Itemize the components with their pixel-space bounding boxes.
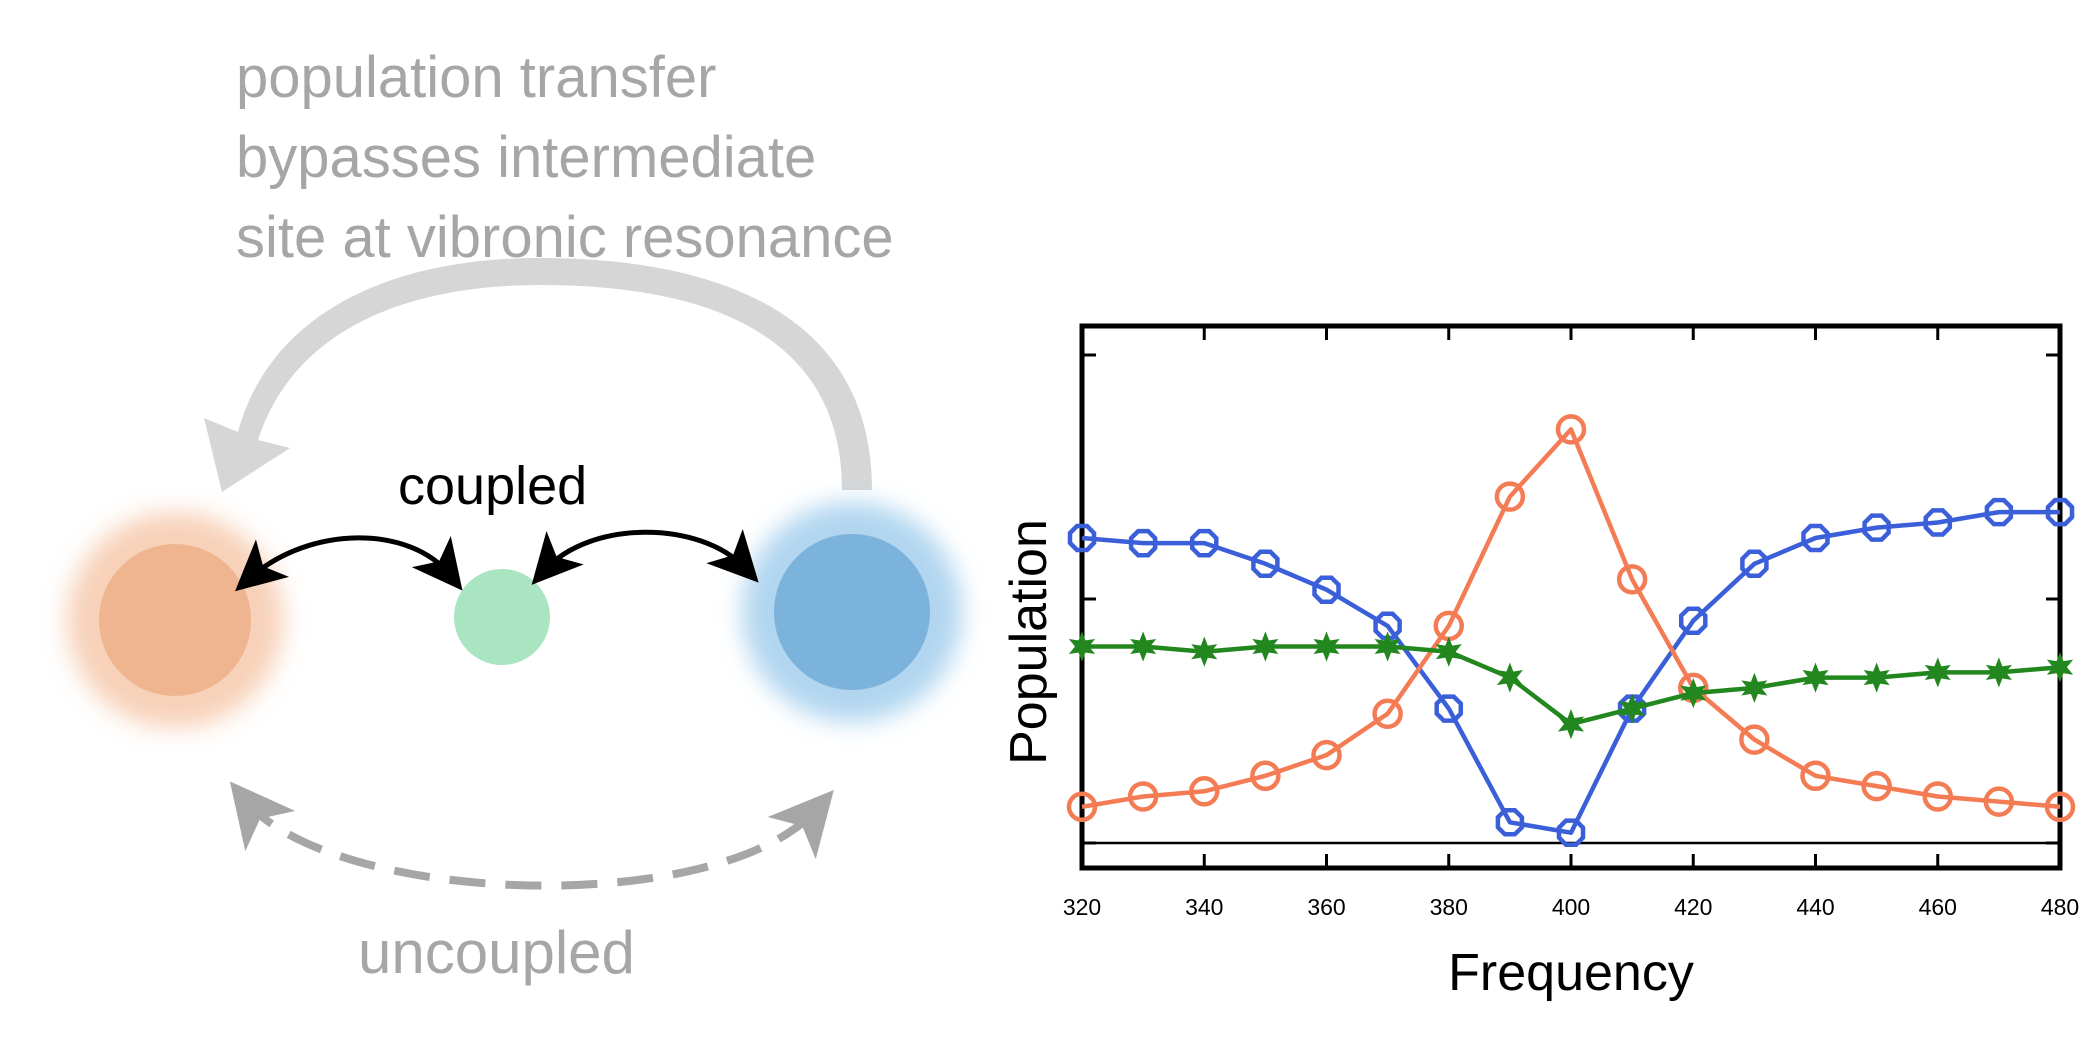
x-tick-label: 340	[1185, 894, 1223, 920]
x-tick-label: 420	[1674, 894, 1712, 920]
series-point	[1740, 549, 1769, 579]
coupled-label: coupled	[398, 456, 587, 516]
x-tick-label: 460	[1919, 894, 1957, 920]
series-point	[1680, 678, 1707, 709]
series-point	[1924, 657, 1951, 688]
series-point	[1250, 760, 1281, 792]
series-line	[1081, 427, 2061, 810]
series-line	[1081, 509, 2060, 835]
x-tick-label: 320	[1063, 894, 1101, 920]
series-point	[1556, 818, 1586, 847]
x-axis-label: Frequency	[1448, 944, 1694, 1002]
series-point	[1313, 631, 1340, 662]
x-tick-label: 480	[2041, 894, 2079, 920]
coupled-arrow-right	[531, 529, 759, 585]
series-2	[1068, 631, 2074, 740]
series-1	[1066, 414, 2076, 823]
series-point	[1495, 808, 1525, 837]
series-layer	[1066, 414, 2076, 847]
mechanism-diagram: population transfer bypasses intermediat…	[67, 45, 962, 986]
uncoupled-arrow	[229, 781, 834, 890]
series-point	[1863, 662, 1890, 693]
series-point	[1555, 414, 1587, 445]
series-point	[1252, 631, 1279, 662]
series-point	[2044, 791, 2076, 823]
population-chart: 320 340 360 380 400 420 440 460 480 Frequency Po…	[1000, 323, 2079, 1002]
series-point	[1311, 739, 1342, 771]
series-point	[1983, 786, 2015, 817]
caption-line-1: population transfer	[236, 45, 716, 110]
series-point	[1557, 709, 1585, 740]
series-point	[1191, 636, 1218, 667]
series-point	[1922, 781, 1953, 812]
series-point	[1985, 657, 2012, 688]
series-point	[1802, 662, 1829, 693]
series-point	[1494, 481, 1526, 512]
series-point	[1923, 508, 1953, 537]
series-point	[2045, 497, 2075, 527]
series-point	[1128, 528, 1158, 558]
x-axis-ticks: 320 340 360 380 400 420 440 460 480	[1063, 326, 2079, 920]
site-left-donor	[67, 512, 283, 728]
series-point	[1067, 523, 1097, 553]
series-point	[1189, 528, 1219, 558]
x-tick-label: 440	[1796, 894, 1834, 920]
series-point	[1434, 694, 1464, 723]
series-point	[1372, 698, 1403, 729]
x-tick-label: 360	[1307, 894, 1345, 920]
series-point	[1861, 770, 1892, 802]
series-0	[1067, 497, 2075, 847]
coupled-arrow-left	[234, 535, 463, 592]
x-tick-label: 400	[1552, 894, 1590, 920]
series-point	[1374, 631, 1401, 662]
series-point	[1251, 549, 1280, 579]
series-point	[1189, 776, 1220, 807]
series-point	[1127, 781, 1159, 812]
series-point	[1741, 672, 1768, 703]
series-point	[2046, 652, 2074, 683]
series-point	[1739, 724, 1770, 755]
series-point	[1617, 694, 1647, 723]
series-point	[1619, 693, 1646, 724]
series-point	[1800, 760, 1831, 792]
series-point	[1496, 662, 1523, 693]
x-tick-label: 380	[1430, 894, 1468, 920]
series-point	[1984, 497, 2014, 527]
series-point	[1801, 523, 1830, 553]
site-middle-intermediate	[454, 569, 550, 665]
uncoupled-label: uncoupled	[358, 919, 635, 986]
y-axis-ticks	[1082, 353, 2060, 845]
series-point	[1435, 636, 1462, 667]
series-point	[1616, 564, 1648, 595]
y-axis-label: Population	[1000, 519, 1058, 765]
caption-line-2: bypasses intermediate	[236, 125, 816, 190]
series-point	[1862, 513, 1891, 542]
series-point	[1130, 631, 1157, 662]
series-point	[1678, 606, 1708, 635]
series-point	[1068, 631, 1096, 662]
series-point	[1312, 575, 1341, 604]
series-point	[1066, 791, 1098, 823]
site-right-acceptor	[742, 502, 962, 722]
bypass-arrow	[204, 258, 872, 492]
